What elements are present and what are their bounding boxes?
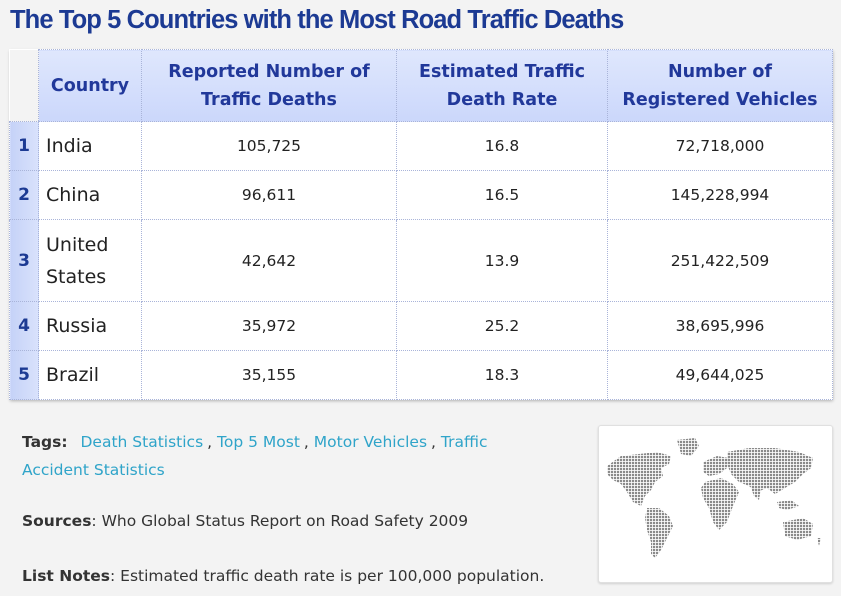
notes-text: Estimated traffic death rate is per 100,… (120, 567, 545, 585)
deaths-cell: 105,725 (141, 121, 397, 171)
vehicles-header: Number of Registered Vehicles (607, 49, 833, 122)
deaths-cell: 35,155 (141, 350, 397, 400)
sources-label: Sources (22, 512, 92, 530)
tag-separator: , (207, 433, 213, 451)
rate-header: Estimated Traffic Death Rate (396, 49, 608, 122)
tag-separator: , (431, 433, 436, 451)
page-title: The Top 5 Countries with the Most Road T… (10, 6, 624, 34)
rate-cell: 13.9 (396, 219, 608, 302)
list-notes-line: List Notes: Estimated traffic death rate… (22, 567, 545, 585)
vehicles-cell: 38,695,996 (607, 301, 833, 351)
rate-cell: 18.3 (396, 350, 608, 400)
rank-cell: 5 (9, 350, 39, 400)
rank-header (9, 49, 39, 122)
table-row: 1 India 105,725 16.8 72,718,000 (9, 121, 833, 171)
country-header: Country (38, 49, 142, 122)
notes-label: List Notes (22, 567, 110, 585)
country-cell: Brazil (38, 350, 142, 400)
rate-cell: 16.5 (396, 170, 608, 220)
deaths-cell: 96,611 (141, 170, 397, 220)
table-row: 2 China 96,611 16.5 145,228,994 (9, 170, 833, 220)
sources-text: Who Global Status Report on Road Safety … (101, 512, 469, 530)
deaths-header: Reported Number of Traffic Deaths (141, 49, 397, 122)
ranking-table: Country Reported Number of Traffic Death… (9, 49, 833, 400)
rank-cell: 1 (9, 121, 39, 171)
vehicles-cell: 72,718,000 (607, 121, 833, 171)
rank-cell: 2 (9, 170, 39, 220)
country-cell: Russia (38, 301, 142, 351)
tag-link[interactable]: Top 5 Most (217, 433, 300, 451)
country-cell: United States (38, 219, 142, 302)
rank-cell: 3 (9, 219, 39, 302)
vehicles-cell: 251,422,509 (607, 219, 833, 302)
tags-section: Tags: Death Statistics, Top 5 Most, Moto… (22, 428, 522, 484)
rate-cell: 16.8 (396, 121, 608, 171)
world-map-icon (607, 438, 821, 558)
table-row: 3 United States 42,642 13.9 251,422,509 (9, 219, 833, 302)
sources-line: Sources: Who Global Status Report on Roa… (22, 512, 469, 530)
rank-cell: 4 (9, 301, 39, 351)
table-row: 4 Russia 35,972 25.2 38,695,996 (9, 301, 833, 351)
tags-label: Tags: (22, 433, 68, 451)
table-header-row: Country Reported Number of Traffic Death… (9, 49, 833, 122)
tag-separator: , (303, 433, 309, 451)
tag-link[interactable]: Death Statistics (80, 433, 204, 451)
deaths-cell: 35,972 (141, 301, 397, 351)
vehicles-cell: 49,644,025 (607, 350, 833, 400)
tag-link[interactable]: Motor Vehicles (313, 433, 428, 451)
country-cell: India (38, 121, 142, 171)
vehicles-cell: 145,228,994 (607, 170, 833, 220)
rate-cell: 25.2 (396, 301, 608, 351)
country-cell: China (38, 170, 142, 220)
deaths-cell: 42,642 (141, 219, 397, 302)
tag-link[interactable]: Traffic Accident Statistics (22, 433, 488, 479)
world-map-thumbnail (598, 425, 833, 583)
table-row: 5 Brazil 35,155 18.3 49,644,025 (9, 350, 833, 400)
